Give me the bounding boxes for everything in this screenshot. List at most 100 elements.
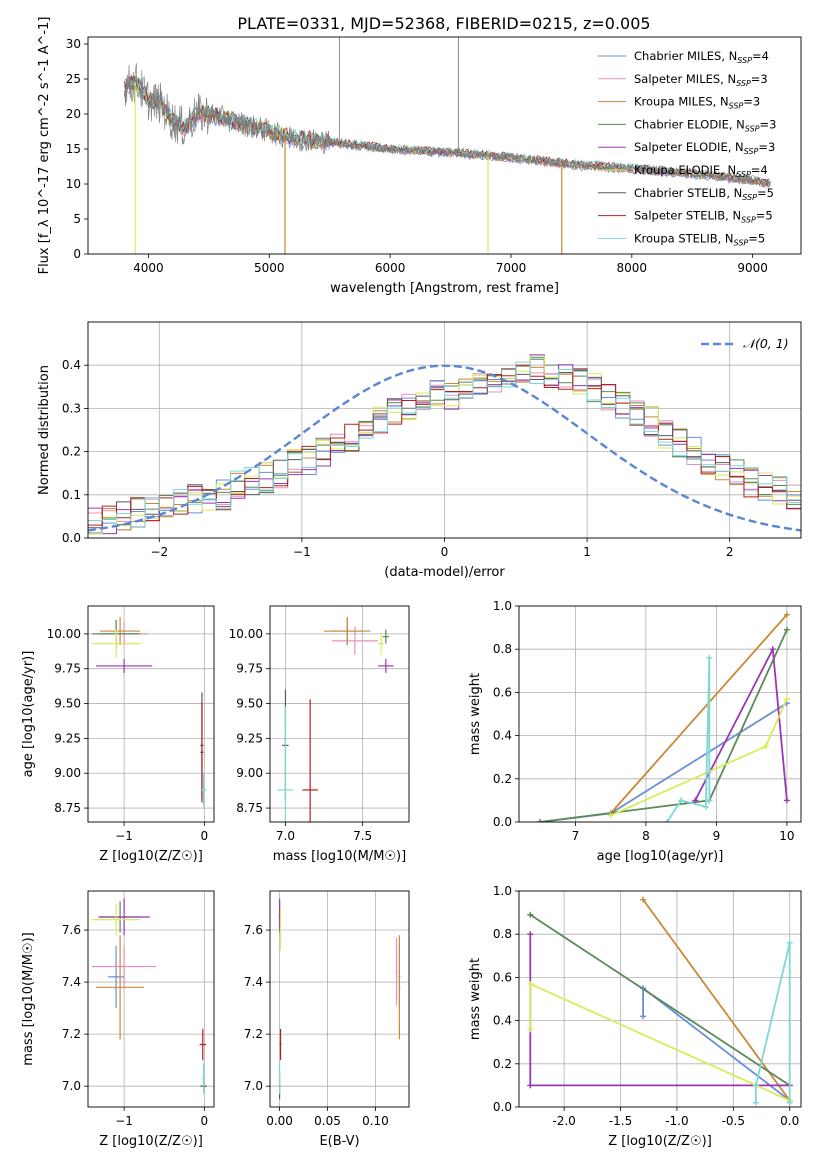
y-tick-label: 7.2 — [244, 1027, 263, 1041]
x-tick-label: 0 — [441, 545, 449, 559]
legend-entry: Salpeter STELIB, NSSP=5 — [634, 209, 773, 225]
y-tick-label: 10 — [66, 177, 81, 191]
weight-marker — [537, 819, 544, 822]
y-tick-label: 7.0 — [244, 1079, 263, 1093]
weight-marker — [786, 1099, 793, 1106]
weight-series-line — [609, 614, 788, 814]
weight-marker — [786, 939, 793, 946]
mass-vs-metallicity-panel: −1 0 7.0 7.2 7.4 7.6 Z [log10(Z/Z☉)] mass [log1… — [21, 890, 215, 1149]
weight-marker — [769, 646, 776, 653]
x-tick-label: 0.0 — [780, 1114, 799, 1128]
weight-marker — [527, 931, 534, 938]
x-tick-label: 7000 — [496, 261, 527, 275]
residual-histogram-step — [88, 355, 801, 535]
legend-entry: Chabrier STELIB, NSSP=5 — [634, 186, 774, 202]
axes-frame — [87, 605, 215, 823]
residual-histogram-panel: −2 −1 0 1 2 0.0 0.1 0.2 0.3 0.4 (data-model)/error… — [37, 321, 802, 580]
y-tick-label: 9.25 — [54, 731, 81, 745]
x-tick-label: 0.00 — [266, 1114, 293, 1128]
y-tick-label: 0.8 — [493, 642, 512, 656]
y-tick-label: 0.2 — [493, 1057, 512, 1071]
y-tick-label: 7.4 — [244, 975, 263, 989]
x-tick-label: 8 — [642, 829, 650, 843]
weight-marker — [640, 1013, 647, 1020]
axes-frame — [87, 321, 802, 539]
y-tick-label: 7.4 — [62, 975, 81, 989]
axes-frame — [87, 890, 215, 1108]
y-tick-label: 0.0 — [493, 815, 512, 829]
y-tick-label: 8.75 — [236, 801, 263, 815]
y-tick-label: 5 — [73, 212, 81, 226]
plot-area — [123, 37, 772, 254]
y-tick-label: 7.6 — [62, 923, 81, 937]
y-tick-label: 7.6 — [244, 923, 263, 937]
legend-entry: Chabrier MILES, NSSP=4 — [634, 49, 769, 65]
legend-entry: Chabrier ELODIE, NSSP=3 — [634, 117, 776, 133]
spectrum-legend: Chabrier MILES, NSSP=4 Salpeter MILES, NS… — [598, 49, 776, 247]
normal-distribution-curve — [88, 364, 801, 532]
x-axis-label: age [log10(age/yr)] — [597, 849, 724, 864]
x-tick-label: 7.5 — [353, 829, 372, 843]
x-tick-label: 9000 — [737, 261, 768, 275]
x-tick-label: −1 — [293, 545, 311, 559]
y-tick-label: 0.2 — [62, 445, 81, 459]
x-axis-label: E(B-V) — [319, 1134, 359, 1149]
weight-marker — [706, 797, 713, 804]
plot-area — [92, 617, 207, 807]
weight-marker — [762, 743, 769, 750]
legend-entry: Kroupa ELODIE, NSSP=4 — [634, 163, 768, 179]
weight-marker — [783, 797, 790, 804]
x-axis-label: (data-model)/error — [384, 565, 505, 580]
weight-marker — [783, 695, 790, 702]
x-tick-label: 8000 — [617, 261, 648, 275]
x-tick-label: 9 — [713, 829, 721, 843]
weight-marker — [702, 803, 709, 810]
axes-frame — [87, 36, 802, 255]
x-tick-label: 0.10 — [362, 1114, 389, 1128]
plot-area — [278, 898, 401, 1100]
y-tick-label: 10.00 — [229, 627, 263, 641]
x-tick-label: 4000 — [133, 261, 164, 275]
weight-series-line — [754, 942, 791, 1103]
weight-marker — [752, 1099, 759, 1106]
weight-series-line — [540, 702, 788, 822]
y-tick-label: 0.6 — [493, 970, 512, 984]
y-tick-label: 0.3 — [62, 401, 81, 415]
x-tick-label: -2.0 — [552, 1114, 575, 1128]
y-axis-label: mass [log10(M/M☉)] — [21, 932, 36, 1065]
weight-marker — [527, 911, 534, 918]
y-axis-label: Flux [f_λ 10^-17 erg cm^-2 s^-1 A^-1] — [37, 17, 52, 275]
y-tick-label: 9.75 — [54, 662, 81, 676]
y-tick-label: 0.4 — [62, 358, 81, 372]
weight-marker — [607, 812, 614, 819]
weight-marker — [678, 797, 685, 804]
axes-frame — [518, 890, 802, 1108]
x-axis-label: Z [log10(Z/Z☉)] — [99, 1134, 203, 1149]
y-tick-label: 25 — [66, 72, 81, 86]
mass-vs-ebv-panel: 0.00 0.05 0.10 7.0 7.2 7.4 7.6 E(B-V) — [244, 890, 410, 1149]
y-tick-label: 1.0 — [493, 884, 512, 898]
y-tick-label: 0.2 — [493, 772, 512, 786]
x-tick-label: 5000 — [254, 261, 285, 275]
y-tick-label: 1.0 — [493, 599, 512, 613]
y-axis-label: mass weight — [468, 958, 483, 1040]
x-tick-label: 1 — [583, 545, 591, 559]
plot-area — [88, 354, 801, 535]
weight-marker — [527, 1026, 534, 1033]
x-axis-label: Z [log10(Z/Z☉)] — [99, 849, 203, 864]
x-tick-label: −1 — [115, 829, 133, 843]
y-tick-label: 9.75 — [236, 662, 263, 676]
y-tick-label: 0.1 — [62, 488, 81, 502]
weight-marker — [706, 654, 713, 661]
y-tick-label: 15 — [66, 142, 81, 156]
axes-frame — [269, 605, 410, 823]
x-axis-label: mass [log10(M/M☉)] — [273, 849, 406, 864]
plot-area — [277, 617, 394, 822]
x-axis-label: Z [log10(Z/Z☉)] — [608, 1134, 712, 1149]
weight-marker — [527, 980, 534, 987]
plot-area — [527, 896, 793, 1106]
x-tick-label: -0.5 — [722, 1114, 745, 1128]
y-tick-label: 0.4 — [493, 729, 512, 743]
x-tick-label: 7 — [572, 829, 580, 843]
y-tick-label: 8.75 — [54, 801, 81, 815]
